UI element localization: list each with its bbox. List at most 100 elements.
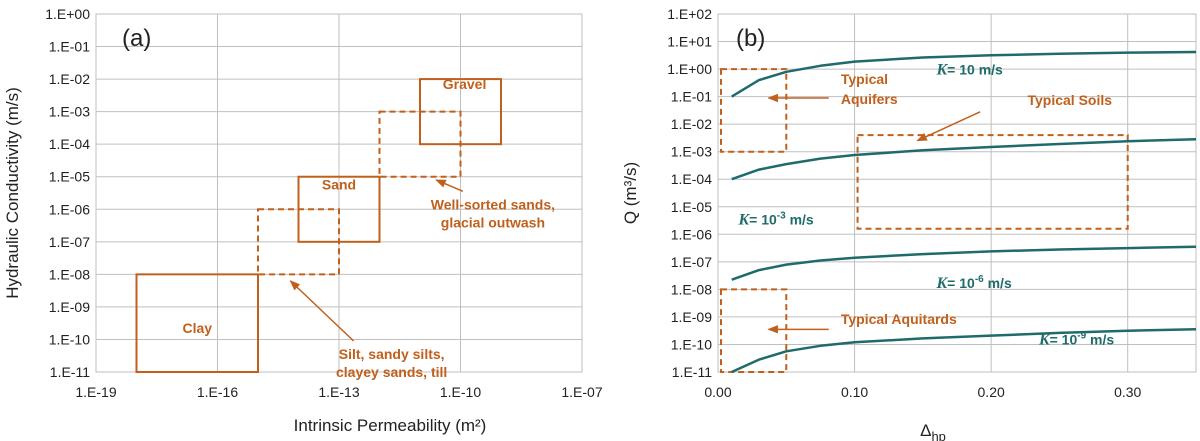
panel-b-x-axis-label-sub: hp xyxy=(931,429,945,441)
panel-b-plot-frame xyxy=(717,13,1197,373)
panel-b-annotation-line: Aquifers xyxy=(841,91,898,107)
panel-b-series-label-tail: m/s xyxy=(984,275,1012,291)
panel-a-y-tick-label: 1.E-07 xyxy=(49,234,90,250)
panel-b-y-axis-label: Q (m³/s) xyxy=(621,162,640,224)
panel-a-y-tick-label: 1.E-06 xyxy=(49,201,90,217)
panel-b-x-tick-label: 0.00 xyxy=(704,384,731,400)
panel-b-box-typical-aquitards xyxy=(720,288,788,373)
panel-b-y-tick-label: 1.E-08 xyxy=(671,281,712,297)
panel-a-boxes: Clay Sand Gravel xyxy=(135,76,502,374)
panel-b-box-typical-soils xyxy=(856,134,1129,230)
panel-a-tick-labels: 1.E-11 1.E-10 1.E-09 1.E-08 1.E-07 1.E-06 1.E-… xyxy=(45,6,603,400)
panel-b-annotation-line: Typical xyxy=(841,71,888,87)
panel-a-annotation-arrow xyxy=(435,179,464,192)
panel-b-y-tick-label: 1.E-07 xyxy=(671,254,712,270)
panel-a-annotation-text: Silt, sandy silts, clayey sands, till xyxy=(336,346,447,380)
panel-a-gridlines xyxy=(95,13,583,373)
panel-b-series-label-sup: -9 xyxy=(1077,330,1086,341)
panel-b-y-tick-label: 1.E-09 xyxy=(671,309,712,325)
panel-b-series-label-tail: m/s xyxy=(1086,331,1114,347)
panel-b-series-label-sup: -3 xyxy=(777,211,786,222)
panel-a-y-tick-label: 1.E-09 xyxy=(49,299,90,315)
panel-a-box-gravel xyxy=(419,78,502,146)
panel-b-y-tick-label: 1.E-06 xyxy=(671,226,712,242)
panel-b-annotation-text: Typical Soils xyxy=(1027,92,1112,108)
panel-a-x-tick-label: 1.E-19 xyxy=(75,384,116,400)
panel-a-annotation-line: Silt, sandy silts, xyxy=(339,346,445,362)
panel-b-x-tick-label: 0.30 xyxy=(1114,384,1141,400)
panel-b-annotation-line: Typical Aquitards xyxy=(841,311,957,327)
panel-b-series-line-3 xyxy=(731,328,1197,374)
panel-b-series-label-k: K xyxy=(1038,331,1051,348)
panel-b-series-line-2 xyxy=(731,245,1197,281)
panel-a-box-label: Gravel xyxy=(443,76,487,92)
panel-a-label: (a) xyxy=(122,25,151,52)
panel-b-y-tick-label: 1.E+01 xyxy=(667,34,712,50)
panel-b-series-label-sup: -6 xyxy=(975,274,984,285)
panel-a-annotation-line: clayey sands, till xyxy=(336,364,447,380)
panel-a-annotation-text: Well-sorted sands, glacial outwash xyxy=(431,196,555,230)
panel-a-plot-frame xyxy=(95,13,583,373)
panel-b-series-label-rest: = 10 xyxy=(947,275,975,291)
panel-a-box-clay xyxy=(135,273,259,374)
panel-a-annotation-arrow xyxy=(289,280,355,342)
panel-b-y-tick-label: 1.E-01 xyxy=(671,89,712,105)
panel-b-box-typical-aquifers xyxy=(720,68,788,153)
panel-b-series-label-rest: = 10 xyxy=(749,212,777,228)
panel-b-y-tick-label: 1.E+02 xyxy=(667,6,712,22)
panel-b-y-tick-label: 1.E-02 xyxy=(671,116,712,132)
panel-a-y-tick-label: 1.E-04 xyxy=(49,136,90,152)
panel-b-annotation-text: Typical Aquitards xyxy=(841,311,957,327)
panel-a-box-sand xyxy=(297,175,381,243)
panel-b-y-tick-label: 1.E-03 xyxy=(671,144,712,160)
panel-a-x-tick-label: 1.E-13 xyxy=(318,384,359,400)
panel-a-annotation-line: glacial outwash xyxy=(441,214,545,230)
panel-b-x-axis-label: Δhp xyxy=(920,421,946,441)
panel-a-y-tick-label: 1.E+00 xyxy=(45,6,90,22)
panel-b-y-tick-label: 1.E-05 xyxy=(671,199,712,215)
panel-a-x-tick-label: 1.E-07 xyxy=(561,384,602,400)
panel-a-x-tick-label: 1.E-10 xyxy=(440,384,481,400)
panel-a-x-tick-label: 1.E-16 xyxy=(197,384,238,400)
panel-b-series-label-tail: m/s xyxy=(786,212,814,228)
panel-b-series-line-1 xyxy=(731,138,1197,181)
panel-b-x-tick-label: 0.10 xyxy=(841,384,868,400)
panel-b-series-label-1: K= 10-3 m/s xyxy=(737,211,813,229)
panel-a-y-tick-label: 1.E-10 xyxy=(49,331,90,347)
panel-b-series-label-3: K= 10-9 m/s xyxy=(1038,330,1114,348)
panel-a-box-label: Sand xyxy=(322,177,356,193)
panel-b-series-label-rest: = 10 m/s xyxy=(947,62,1003,78)
panel-a-y-tick-label: 1.E-03 xyxy=(49,104,90,120)
panel-a-y-tick-label: 1.E-01 xyxy=(49,39,90,55)
panel-a-y-tick-label: 1.E-02 xyxy=(49,71,90,87)
panel-b-y-tick-label: 1.E-10 xyxy=(671,336,712,352)
panel-b-annotation-line: Typical Soils xyxy=(1027,92,1112,108)
panel-a-y-tick-label: 1.E-11 xyxy=(50,364,90,380)
panel-b-boxes xyxy=(720,68,1129,373)
panel-b-series-label-rest: = 10 xyxy=(1050,331,1078,347)
panel-b-series-line-0 xyxy=(731,50,1197,98)
panel-b-y-tick-label: 1.E-04 xyxy=(671,171,712,187)
panel-b-series-label-k: K xyxy=(737,212,750,229)
panel-a-box-label: Clay xyxy=(182,320,212,336)
panel-b-series-label-k: K xyxy=(936,275,949,292)
panel-a-annotation-line: Well-sorted sands, xyxy=(431,196,555,212)
panel-b-label: (b) xyxy=(736,25,765,52)
panel-a-y-tick-label: 1.E-08 xyxy=(49,266,90,282)
panel-a-annotations: Well-sorted sands, glacial outwash Silt, s… xyxy=(289,179,555,380)
panel-b-annotation-arrow xyxy=(916,111,981,142)
panel-b-annotations: Typical Aquifers Typical Soils Typical Aqui… xyxy=(767,71,1112,334)
panel-a-y-axis-label: Hydraulic Conductivity (m/s) xyxy=(3,87,22,299)
panel-a-x-axis-label: Intrinsic Permeability (m²) xyxy=(294,416,487,435)
panel-b-annotation-text: Typical Aquifers xyxy=(841,71,898,107)
panel-b-y-tick-label: 1.E+00 xyxy=(667,61,712,77)
panel-b-series-label-k: K xyxy=(936,62,949,79)
panel-b-series-label-0: K= 10 m/s xyxy=(936,62,1004,79)
panel-b-series-label-2: K= 10-6 m/s xyxy=(936,274,1012,292)
panel-b-curves: K= 10 m/sK= 10-3 m/sK= 10-6 m/sK= 10-9 m… xyxy=(731,50,1197,374)
panel-b-x-axis-label-main: Δ xyxy=(920,421,931,440)
panel-a-y-tick-label: 1.E-05 xyxy=(49,169,90,185)
panel-b-y-tick-label: 1.E-11 xyxy=(672,364,712,380)
